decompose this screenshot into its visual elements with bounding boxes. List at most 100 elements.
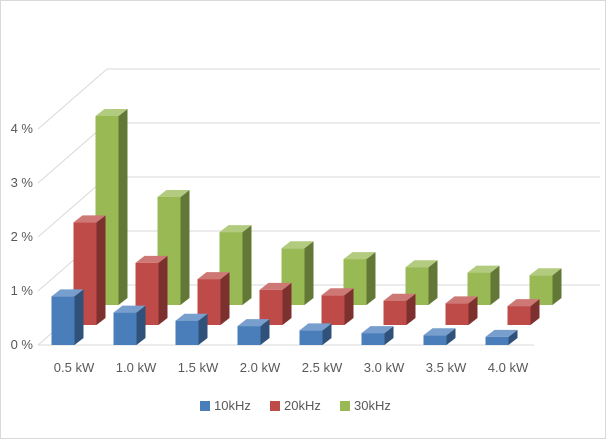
bar-10kHz-2 <box>175 313 208 345</box>
bar-side <box>344 288 354 325</box>
bar-top <box>135 255 168 263</box>
bar-side <box>180 190 190 305</box>
x-tick-label: 3.0 kW <box>364 360 405 375</box>
bar-side <box>468 296 478 325</box>
bar-side <box>260 319 270 345</box>
bar-10kHz-3 <box>237 319 270 345</box>
bar-side <box>96 215 106 325</box>
bar-side <box>552 268 562 305</box>
legend-label: 10kHz <box>214 398 251 413</box>
x-axis-labels: 0.5 kW 1.0 kW 1.5 kW 2.0 kW 2.5 kW 3.0 kW 3.5 … <box>54 360 529 375</box>
bar-top <box>299 323 332 331</box>
bar-30kHz-6 <box>467 265 500 305</box>
bar-side <box>220 272 230 325</box>
bar-side <box>304 241 314 305</box>
x-tick-label: 4.0 kW <box>488 360 529 375</box>
bar-side <box>322 323 332 345</box>
bar-front <box>197 279 221 325</box>
bar-side <box>74 289 84 345</box>
bar-front <box>529 275 553 305</box>
x-tick-label: 2.0 kW <box>240 360 281 375</box>
bars <box>51 109 562 345</box>
bar-front <box>237 326 261 345</box>
bar-side <box>508 329 518 345</box>
bar-side <box>490 265 500 305</box>
bar-20kHz-6 <box>445 296 478 325</box>
y-tick-label: 4 % <box>11 121 34 136</box>
legend-swatch <box>200 401 210 411</box>
bar-side <box>406 293 416 325</box>
x-tick-label: 1.5 kW <box>178 360 219 375</box>
bar-top <box>219 225 252 233</box>
y-tick-label: 0 % <box>11 337 34 352</box>
bar-front <box>321 295 345 325</box>
bar-top <box>281 241 314 249</box>
bar-front <box>113 312 137 345</box>
bar-top <box>529 268 562 276</box>
bar-top <box>405 260 438 268</box>
bar-front <box>175 320 199 345</box>
bar-side <box>384 326 394 345</box>
x-tick-label: 1.0 kW <box>116 360 157 375</box>
bar-top <box>485 329 518 337</box>
bar-top <box>95 109 128 116</box>
bar-top <box>175 313 208 321</box>
bar-front <box>361 333 385 345</box>
legend-label: 20kHz <box>284 398 321 413</box>
x-tick-label: 0.5 kW <box>54 360 95 375</box>
bar-10kHz-1 <box>113 305 146 345</box>
bar-front <box>299 330 323 345</box>
bar-side <box>198 313 208 345</box>
bar-side <box>118 109 128 305</box>
bar-top <box>259 282 292 290</box>
bar-10kHz-6 <box>423 328 456 345</box>
bar-top <box>321 288 354 296</box>
side-wall-gridline <box>37 68 108 130</box>
legend-swatch <box>340 401 350 411</box>
bar-top <box>73 215 106 223</box>
y-tick-label: 1 % <box>11 283 34 298</box>
legend: 10kHz 20kHz 30kHz <box>200 398 391 413</box>
bar-side <box>158 255 168 325</box>
bar-top <box>343 252 376 260</box>
legend-swatch <box>270 401 280 411</box>
bar-front <box>383 300 407 325</box>
legend-label: 30kHz <box>354 398 391 413</box>
bar-front <box>485 336 509 345</box>
bar-front <box>507 306 531 325</box>
bar-top <box>467 265 500 273</box>
bar-20kHz-5 <box>383 293 416 325</box>
bar-10kHz-0 <box>51 289 84 345</box>
bar-side <box>446 328 456 345</box>
bar-10kHz-5 <box>361 326 394 345</box>
bar-20kHz-2 <box>197 272 230 325</box>
bar-front <box>259 289 283 325</box>
y-axis-labels: 0 % 1 % 2 % 3 % 4 % <box>11 121 34 352</box>
bar-30kHz-7 <box>529 268 562 305</box>
bar-top <box>157 190 190 197</box>
y-tick-label: 3 % <box>11 175 34 190</box>
bar-side <box>242 225 252 305</box>
bar-front <box>423 335 447 345</box>
bar-side <box>282 282 292 325</box>
bar-side <box>136 305 146 345</box>
bar-top <box>383 293 416 301</box>
bar-20kHz-7 <box>507 299 540 325</box>
bar-side <box>366 252 376 305</box>
bar-top <box>237 319 270 327</box>
bar-top <box>445 296 478 304</box>
y-tick-label: 2 % <box>11 229 34 244</box>
bar-top <box>361 326 394 334</box>
x-tick-label: 3.5 kW <box>426 360 467 375</box>
bar-top <box>423 328 456 336</box>
bar-top <box>51 289 84 297</box>
bar-side <box>530 299 540 325</box>
bar-10kHz-7 <box>485 329 518 345</box>
bar-top <box>113 305 146 313</box>
x-tick-label: 2.5 kW <box>302 360 343 375</box>
bar-front <box>445 303 469 325</box>
bar-10kHz-4 <box>299 323 332 345</box>
bar-side <box>428 260 438 305</box>
bar-front <box>51 296 75 345</box>
